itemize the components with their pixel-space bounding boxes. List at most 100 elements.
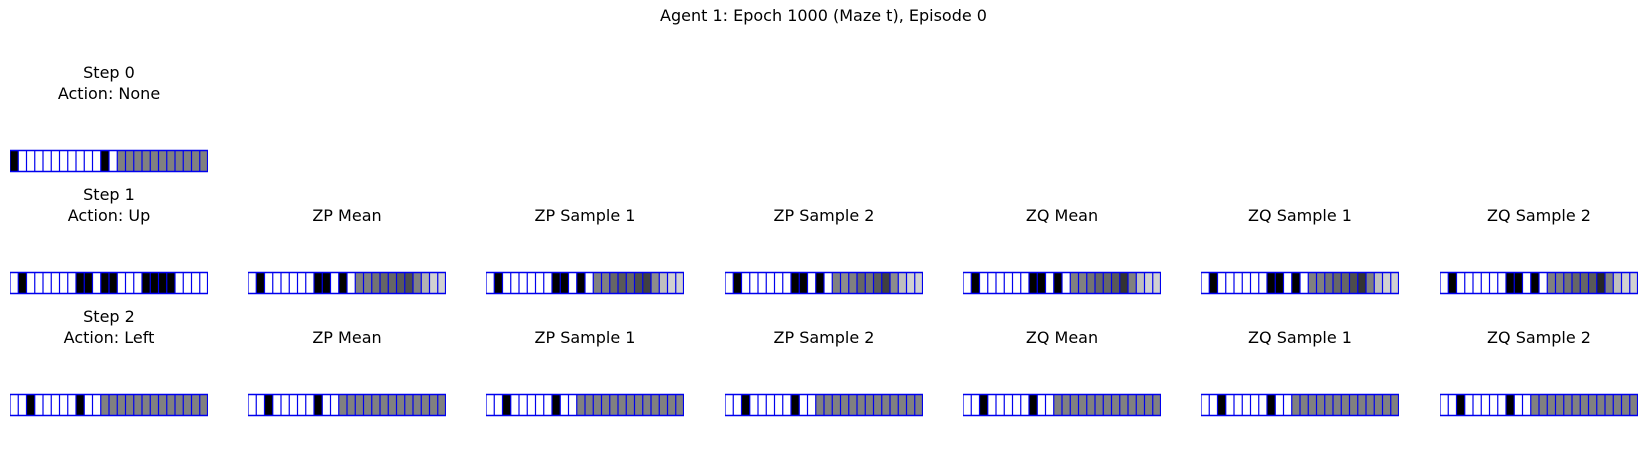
- state-strip: [1201, 271, 1399, 295]
- panel-title-line: Step 1: [83, 185, 135, 204]
- state-strip: [248, 393, 446, 417]
- strip-cell: [1225, 273, 1234, 293]
- strip-cell: [618, 395, 627, 415]
- strip-cell: [1300, 395, 1309, 415]
- strip-cell: [26, 395, 35, 415]
- strip-cell: [979, 273, 988, 293]
- strip-cell: [26, 151, 35, 171]
- strip-cell: [1004, 273, 1013, 293]
- strip-cell: [1045, 273, 1054, 293]
- state-strip: [486, 393, 684, 417]
- strip-cell: [1382, 273, 1391, 293]
- strip-cell: [519, 273, 528, 293]
- strip-cell: [815, 273, 824, 293]
- strip-cell: [1580, 273, 1589, 293]
- panel-title: Step 1 Action: Up: [0, 184, 248, 226]
- strip-cell: [142, 151, 151, 171]
- strip-cell: [1324, 395, 1333, 415]
- strip-cell: [1572, 395, 1581, 415]
- strip-cell: [297, 395, 306, 415]
- strip-cell: [199, 273, 208, 293]
- strip-cell: [1144, 395, 1153, 415]
- panel-title: ZP Mean: [208, 327, 486, 348]
- strip-cell: [749, 273, 758, 293]
- strip-cell: [1621, 395, 1630, 415]
- strip-cell: [51, 273, 60, 293]
- strip-cell: [109, 273, 118, 293]
- strip-cell: [1390, 395, 1399, 415]
- panel-title-line: ZP Sample 1: [534, 206, 636, 225]
- strip-cell: [609, 273, 618, 293]
- strip-cell: [76, 273, 85, 293]
- strip-cell: [1053, 273, 1062, 293]
- strip-cell: [1275, 273, 1284, 293]
- strip-cell: [305, 273, 314, 293]
- strip-cell: [256, 273, 265, 293]
- strip-cell: [1283, 273, 1292, 293]
- state-strip: [963, 393, 1161, 417]
- strip-cell: [1530, 395, 1539, 415]
- strip-cell: [725, 273, 734, 293]
- strip-cell: [413, 395, 422, 415]
- strip-cell: [1209, 395, 1218, 415]
- panel-title-line: ZP Mean: [312, 206, 382, 225]
- strip-cell: [264, 273, 273, 293]
- strip-cell: [634, 273, 643, 293]
- state-strip: [1440, 393, 1638, 417]
- strip-cell: [175, 395, 184, 415]
- strip-cell: [1152, 395, 1161, 415]
- strip-cell: [741, 273, 750, 293]
- strip-cell: [1489, 273, 1498, 293]
- strip-cell: [1275, 395, 1284, 415]
- strip-cell: [1062, 395, 1071, 415]
- strip-cell: [593, 395, 602, 415]
- strip-cell: [1596, 273, 1605, 293]
- strip-cell: [34, 273, 43, 293]
- strip-cell: [59, 395, 68, 415]
- panel-title-line: ZQ Sample 2: [1487, 206, 1591, 225]
- panel-title: ZQ Sample 2: [1400, 327, 1647, 348]
- strip-cell: [18, 395, 27, 415]
- strip-cell: [510, 395, 519, 415]
- strip-cell: [109, 151, 118, 171]
- state-strip: [248, 271, 446, 295]
- strip-cell: [133, 395, 142, 415]
- strip-cell: [568, 395, 577, 415]
- strip-cell: [363, 395, 372, 415]
- strip-cell: [1012, 273, 1021, 293]
- strip-cell: [1605, 273, 1614, 293]
- strip-cell: [848, 273, 857, 293]
- strip-cell: [18, 273, 27, 293]
- strip-cell: [502, 273, 511, 293]
- strip-cell: [404, 273, 413, 293]
- strip-cell: [1605, 395, 1614, 415]
- strip-cell: [297, 273, 306, 293]
- strip-cell: [971, 273, 980, 293]
- strip-cell: [125, 395, 134, 415]
- strip-cell: [807, 395, 816, 415]
- panel-title-line: ZP Sample 1: [534, 328, 636, 347]
- panel-title-line: ZP Sample 2: [773, 206, 875, 225]
- strip-cell: [248, 395, 257, 415]
- strip-cell: [1250, 395, 1259, 415]
- strip-cell: [371, 395, 380, 415]
- strip-cell: [396, 273, 405, 293]
- strip-cell: [421, 395, 430, 415]
- strip-cell: [1539, 395, 1548, 415]
- strip-cell: [1621, 273, 1630, 293]
- strip-cell: [873, 395, 882, 415]
- strip-cell: [832, 395, 841, 415]
- strip-cell: [815, 395, 824, 415]
- panel-title: Step 2 Action: Left: [0, 306, 248, 348]
- strip-cell: [552, 273, 561, 293]
- strip-cell: [741, 395, 750, 415]
- strip-cell: [1448, 395, 1457, 415]
- strip-cell: [175, 273, 184, 293]
- strip-cell: [1382, 395, 1391, 415]
- strip-cell: [1613, 395, 1622, 415]
- strip-cell: [76, 151, 85, 171]
- strip-cell: [363, 273, 372, 293]
- state-strip: [1440, 271, 1638, 295]
- strip-cell: [1514, 395, 1523, 415]
- strip-cell: [1234, 395, 1243, 415]
